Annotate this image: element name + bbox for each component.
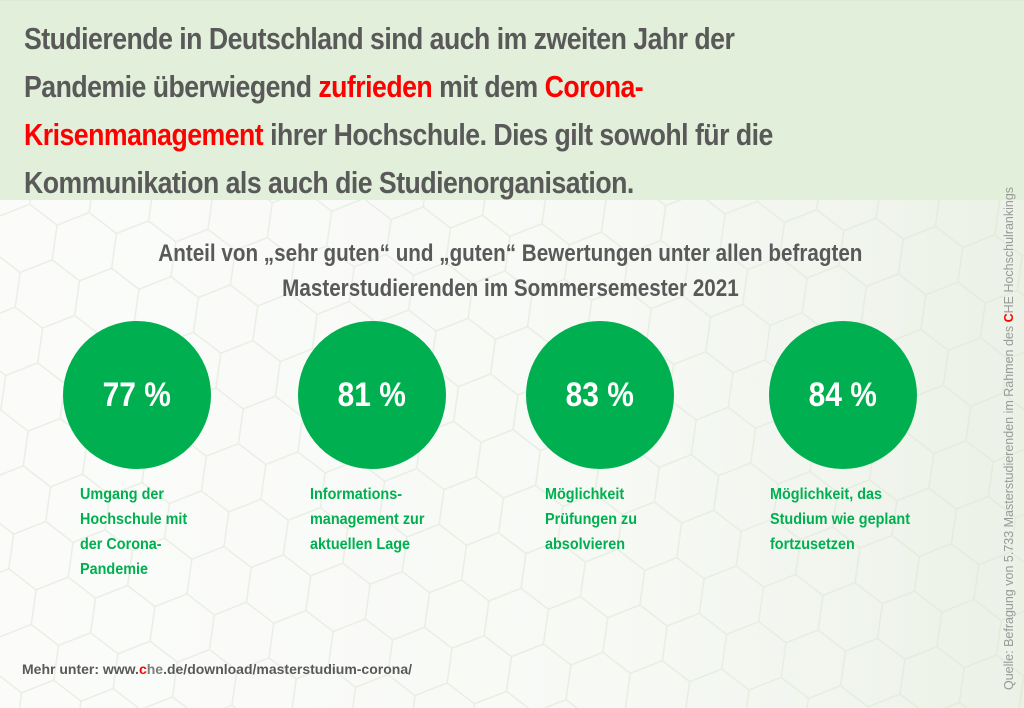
metric-label-line: Möglichkeit	[545, 486, 625, 503]
source-suffix: HE Hochschulrankings	[1002, 186, 1016, 314]
metric-circle-2: 81 %	[298, 321, 446, 469]
metric-label-line: Möglichkeit, das	[770, 486, 883, 503]
metric-value: 77 %	[102, 375, 172, 414]
metric-circle-1: 77 %	[63, 321, 211, 469]
headline-emphasis: Corona-	[544, 69, 644, 104]
subtitle-line-2: Masterstudierenden im Sommersemester 202…	[281, 275, 739, 302]
headline-text: ihrer Hochschule. Dies gilt sowohl für d…	[263, 117, 773, 152]
metric-label-line: fortzusetzen	[770, 536, 855, 553]
footer-logo-he: he	[146, 661, 164, 677]
footer-prefix: Mehr unter: www.	[22, 661, 139, 677]
metric-label-line: aktuellen Lage	[310, 536, 411, 553]
headline-emphasis: Krisenmanagement	[24, 117, 264, 152]
metric-label-line: Studium wie geplant	[770, 511, 911, 528]
metric-label-line: Prüfungen zu	[545, 511, 637, 528]
chart-subtitle: Anteil von „sehr guten“ und „guten“ Bewe…	[40, 236, 980, 306]
source-prefix: Quelle: Befragung von 5.733 Masterstudie…	[1002, 322, 1016, 690]
header-banner: Studierende in Deutschland sind auch im …	[0, 0, 1024, 200]
metric-label-line: Pandemie	[80, 561, 149, 578]
metric-label-line: absolvieren	[545, 536, 626, 553]
headline-emphasis: zufrieden	[318, 69, 433, 104]
subtitle-line-1: Anteil von „sehr guten“ und „guten“ Bewe…	[157, 240, 863, 267]
footer-logo-c: c	[138, 661, 147, 677]
headline-text: Pandemie überwiegend	[24, 69, 319, 104]
footer-link[interactable]: Mehr unter: www.che.de/download/masterst…	[22, 661, 412, 677]
metric-label-2: Informations- management zur aktuellen L…	[310, 482, 500, 557]
headline-text: mit dem	[432, 69, 545, 104]
headline-text: Studierende in Deutschland sind auch im …	[24, 21, 735, 56]
source-note: Quelle: Befragung von 5.733 Masterstudie…	[1002, 187, 1016, 690]
metric-value: 83 %	[565, 375, 635, 414]
metric-label-line: Umgang der	[80, 486, 165, 503]
metric-label-4: Möglichkeit, das Studium wie geplant for…	[770, 482, 960, 557]
headline-text: Kommunikation als auch die Studienorgani…	[24, 165, 634, 200]
metric-circle-4: 84 %	[769, 321, 917, 469]
metric-value: 81 %	[337, 375, 407, 414]
metric-circle-3: 83 %	[526, 321, 674, 469]
metric-label-3: Möglichkeit Prüfungen zu absolvieren	[545, 482, 735, 557]
metric-label-line: Informations-	[310, 486, 402, 503]
metric-label-line: Hochschule mit	[80, 511, 188, 528]
source-logo-c: C	[1002, 313, 1016, 323]
footer-suffix: .de/download/masterstudium-corona/	[163, 661, 412, 677]
headline: Studierende in Deutschland sind auch im …	[24, 15, 970, 207]
metric-label-line: der Corona-	[80, 536, 162, 553]
metric-label-1: Umgang der Hochschule mit der Corona- Pa…	[80, 482, 270, 582]
metric-label-line: management zur	[310, 511, 425, 528]
metric-value: 84 %	[808, 375, 878, 414]
